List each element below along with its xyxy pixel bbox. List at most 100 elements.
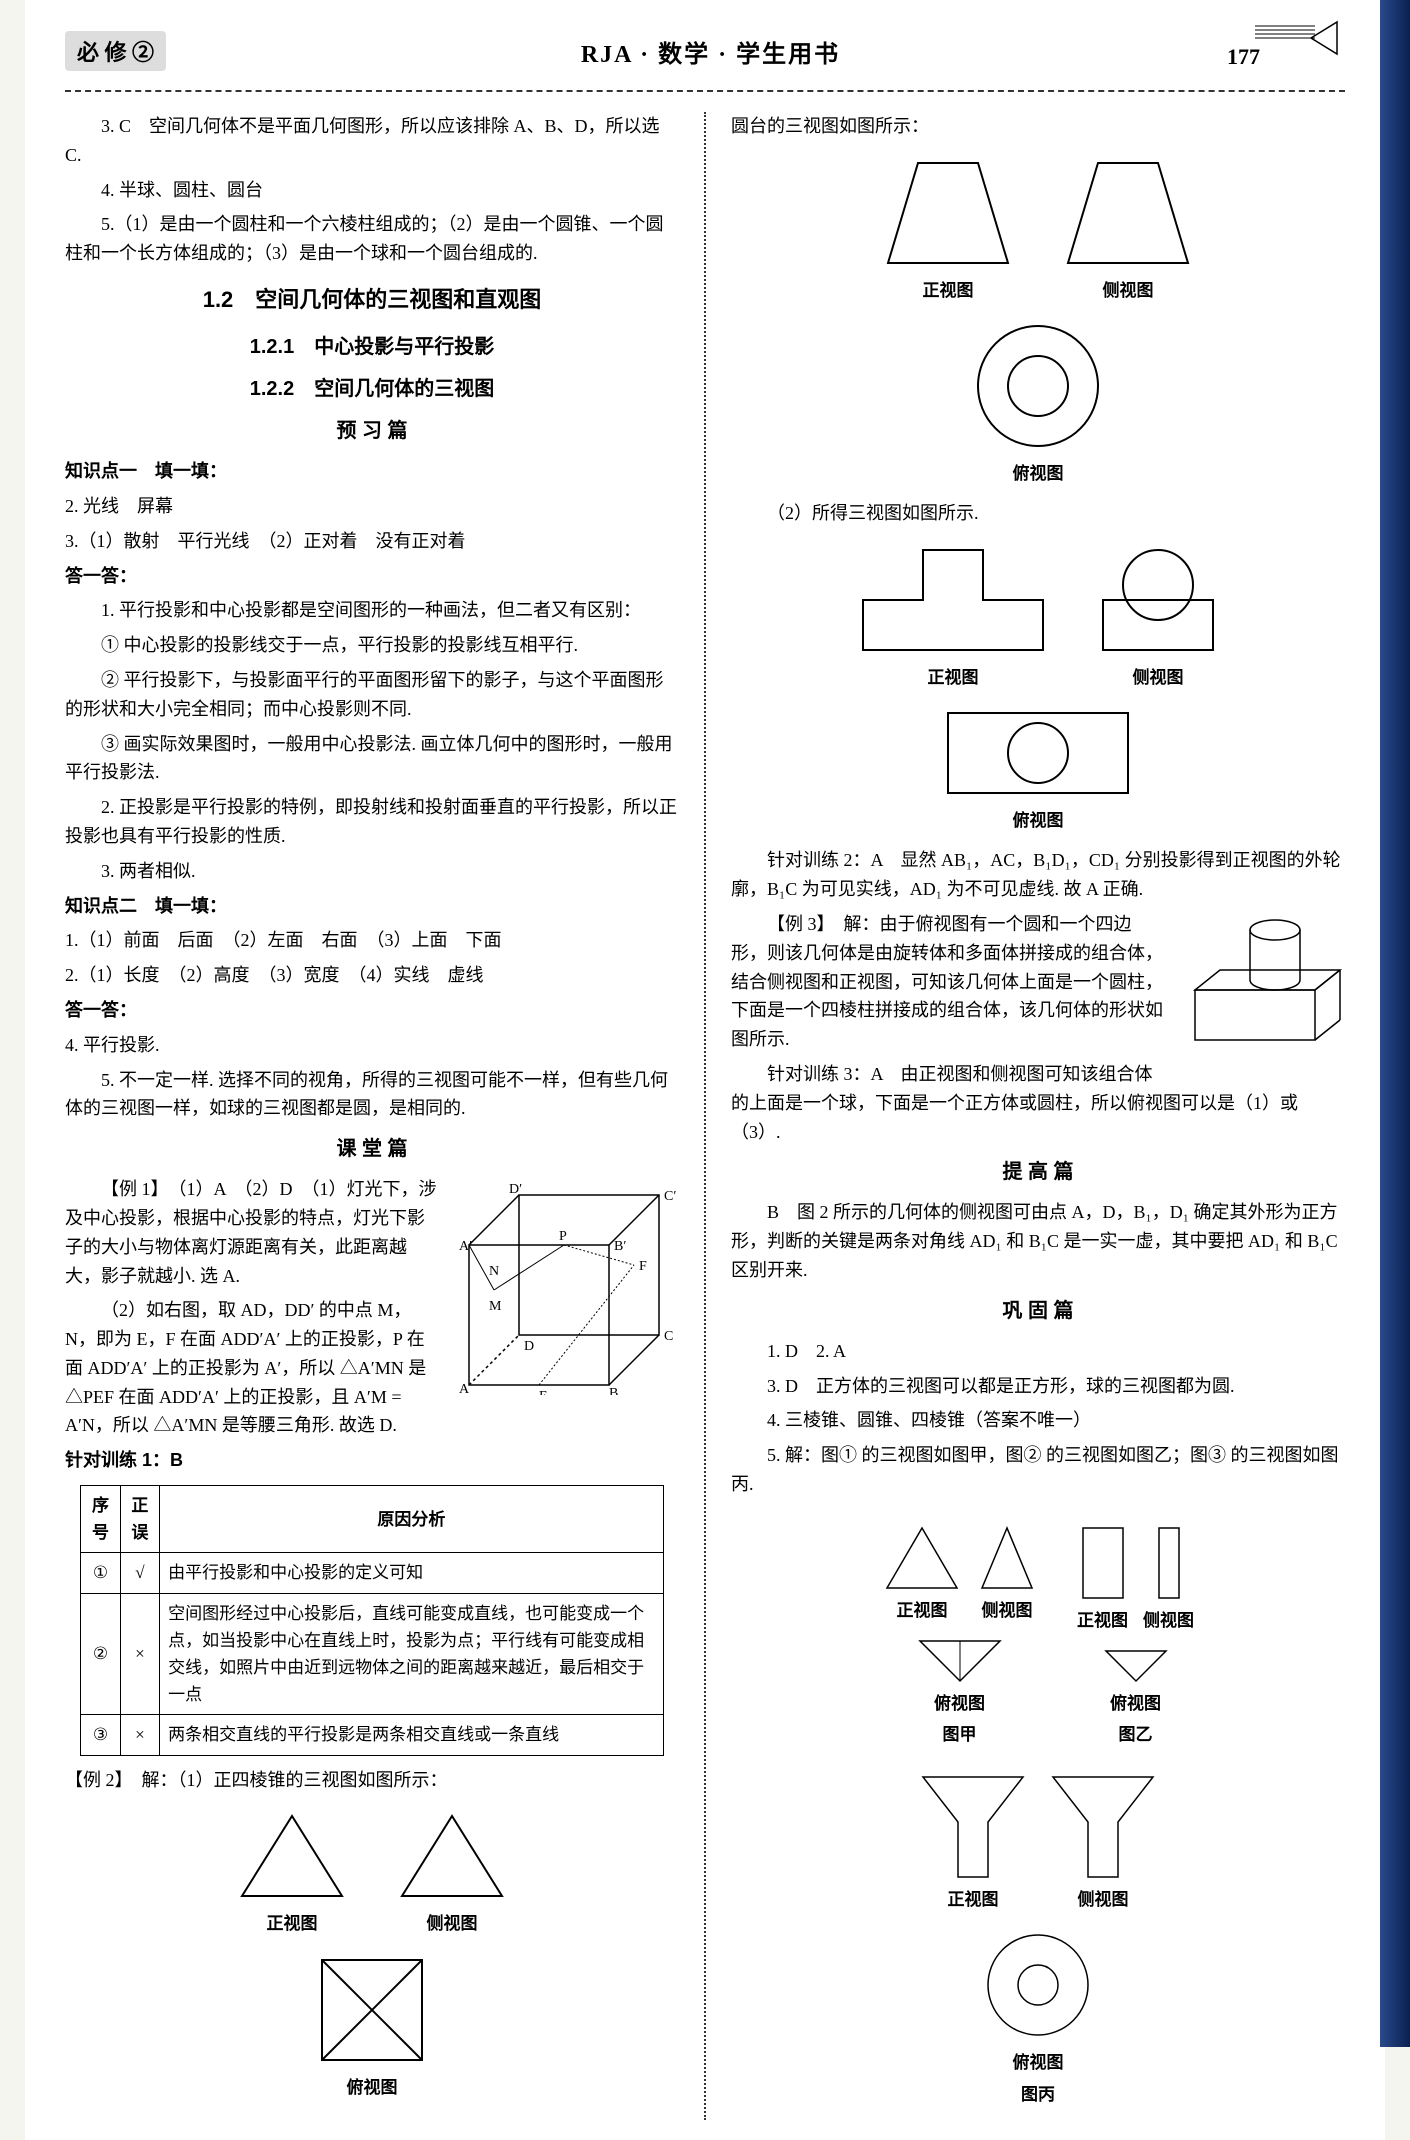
svg-text:P: P <box>559 1229 567 1244</box>
page-num-decoration-icon <box>1255 20 1345 56</box>
label-top-2: 俯视图 <box>968 460 1108 487</box>
fig-bing-row: 正视图 侧视图 俯视 <box>731 1760 1345 2108</box>
cube-diagram: A′ B′ C′ D′ A B C D P N M E F <box>449 1175 679 1395</box>
page-header: 必 修 ② RJA · 数学 · 学生用书 177 <box>65 20 1345 92</box>
preview-heading: 预 习 篇 <box>65 415 679 447</box>
triangle-front-icon <box>232 1806 352 1906</box>
combo-side: 侧视图 <box>1093 540 1223 691</box>
combo-top: 俯视图 <box>938 703 1138 834</box>
frustum-intro: 圆台的三视图如图所示： <box>731 112 1345 141</box>
tall-rect-icon <box>1078 1523 1128 1603</box>
kp1-line3: 3.（1）散射 平行光线 （2）正对着 没有正对着 <box>65 527 679 556</box>
answer-5: 5.（1）是由一个圆柱和一个六棱柱组成的；（2）是由一个圆锥、一个圆柱和一个长方… <box>65 210 679 268</box>
svg-text:D: D <box>524 1339 534 1354</box>
training-3: 针对训练 3：A 由正视图和侧视图可知该组合体的上面是一个球，下面是一个正方体或… <box>731 1060 1345 1146</box>
frustum-top: 俯视图 <box>968 316 1108 487</box>
yi-front-label: 正视图 <box>1077 1607 1128 1634</box>
ans2-4: 4. 平行投影. <box>65 1031 679 1060</box>
label-side: 侧视图 <box>392 1910 512 1937</box>
frustum-views-row2: 俯视图 <box>731 316 1345 487</box>
label-front: 正视图 <box>232 1910 352 1937</box>
cell-mark-3: × <box>120 1715 159 1755</box>
ans3: 3. 两者相似. <box>65 857 679 886</box>
section-1-2-2-title: 1.2.2 空间几何体的三视图 <box>65 373 679 405</box>
cube-projection-icon: A′ B′ C′ D′ A B C D P N M E F <box>449 1175 679 1395</box>
cell-num-2: ② <box>81 1593 120 1715</box>
label-side-2: 侧视图 <box>1058 277 1198 304</box>
analysis-table: 序号 正误 原因分析 ① √ 由平行投影和中心投影的定义可知 ② × 空间图形经… <box>80 1485 663 1756</box>
combo-views-row1: 正视图 侧视图 <box>731 540 1345 691</box>
fig-jia-label: 图甲 <box>882 1721 1037 1748</box>
training-2: 针对训练 2：A 显然 AB₁，AC，B₁D₁，CD₁ 分别投影得到正视图的外轮… <box>731 846 1345 904</box>
triangle-side-icon <box>392 1806 512 1906</box>
knowledge-point-2: 知识点二 填一填： <box>65 892 679 921</box>
svg-text:C′: C′ <box>664 1189 676 1204</box>
yi-side-label: 侧视图 <box>1143 1607 1194 1634</box>
ans1-item3: ③ 画实际效果图时，一般用中心投影法. 画立体几何中的图形时，一般用平行投影法. <box>65 730 679 788</box>
svg-text:F: F <box>639 1259 647 1274</box>
label-top: 俯视图 <box>312 2074 432 2101</box>
frustum-front: 正视图 <box>878 153 1018 304</box>
th-num: 序号 <box>81 1486 120 1553</box>
answer-4: 4. 半球、圆柱、圆台 <box>65 176 679 205</box>
kp2-line2: 2.（1）长度 （2）高度 （3）宽度 （4）实线 虚线 <box>65 961 679 990</box>
svg-text:N: N <box>489 1264 499 1279</box>
cell-reason-2: 空间图形经过中心投影后，直线可能变成直线，也可能变成一个点，如当投影中心在直线上… <box>160 1593 664 1715</box>
trapezoid-side-icon <box>1058 153 1198 273</box>
funnel-front-icon <box>918 1772 1028 1882</box>
page-number: 177 <box>1255 20 1345 82</box>
consolidate-heading: 巩 固 篇 <box>731 1295 1345 1327</box>
pyramid-top: 俯视图 <box>312 1950 432 2101</box>
table-row: ③ × 两条相交直线的平行投影是两条相交直线或一条直线 <box>81 1715 663 1755</box>
jia-front-label: 正视图 <box>882 1597 962 1624</box>
header-title: RJA · 数学 · 学生用书 <box>581 34 840 69</box>
combo-views-row2: 俯视图 <box>731 703 1345 834</box>
knowledge-point-1: 知识点一 填一填： <box>65 457 679 486</box>
page-container: 必 修 ② RJA · 数学 · 学生用书 177 3. C 空间几何体不是平面… <box>25 0 1385 2140</box>
svg-text:B: B <box>609 1386 618 1395</box>
trapezoid-front-icon <box>878 153 1018 273</box>
training-1: 针对训练 1：B <box>65 1446 679 1475</box>
cylinder-prism-3d <box>1175 910 1345 1060</box>
triangle-icon <box>882 1523 962 1593</box>
bing-side-label: 侧视图 <box>1048 1886 1158 1913</box>
cylinder-on-prism-icon <box>1175 910 1345 1060</box>
label-front-3: 正视图 <box>853 664 1053 691</box>
bing-front-label: 正视图 <box>918 1886 1028 1913</box>
rect-circle-side-icon <box>1093 540 1223 660</box>
part2-intro: （2）所得三视图如图所示. <box>731 499 1345 528</box>
label-top-3: 俯视图 <box>938 807 1138 834</box>
kp1-line2: 2. 光线 屏幕 <box>65 492 679 521</box>
bing-top-label: 俯视图 <box>918 2049 1158 2076</box>
right-column: 圆台的三视图如图所示： 正视图 侧视图 <box>731 112 1345 2120</box>
consol-1: 1. D 2. A <box>731 1337 1345 1366</box>
cell-mark-2: × <box>120 1593 159 1715</box>
svg-text:A′: A′ <box>459 1239 472 1254</box>
concentric-circles-bing-icon <box>978 1925 1098 2045</box>
frustum-views-row1: 正视图 侧视图 <box>731 153 1345 304</box>
enhance-b: B 图 2 所示的几何体的侧视图可由点 A，D，B₁，D₁ 确定其外形为正方形，… <box>731 1198 1345 1284</box>
cell-num-1: ① <box>81 1553 120 1593</box>
svg-text:A: A <box>459 1382 470 1395</box>
cell-reason-3: 两条相交直线的平行投影是两条相交直线或一条直线 <box>160 1715 664 1755</box>
content-columns: 3. C 空间几何体不是平面几何图形，所以应该排除 A、B、D，所以选 C. 4… <box>65 112 1345 2120</box>
ans2-5: 5. 不一定一样. 选择不同的视角，所得的三视图可能不一样，但有些几何体的三视图… <box>65 1066 679 1124</box>
page-number-text: 177 <box>1227 44 1260 69</box>
pyramid-side: 侧视图 <box>392 1806 512 1937</box>
pyramid-front: 正视图 <box>232 1806 352 1937</box>
fig-jia-yi-row: 正视图 侧视图 俯视图 图甲 <box>731 1511 1345 1749</box>
ans1-item2: ② 平行投影下，与投影面平行的平面图形留下的影子，与这个平面图形的形状和大小完全… <box>65 666 679 724</box>
consol-5: 5. 解：图① 的三视图如图甲，图② 的三视图如图乙；图③ 的三视图如图丙. <box>731 1441 1345 1499</box>
answer-label-2: 答一答： <box>65 996 679 1025</box>
svg-text:B′: B′ <box>614 1239 626 1254</box>
section-1-2-title: 1.2 空间几何体的三视图和直观图 <box>65 282 679 317</box>
cell-reason-1: 由平行投影和中心投影的定义可知 <box>160 1553 664 1593</box>
fig-bing-label: 图丙 <box>918 2081 1158 2108</box>
fig-yi-label: 图乙 <box>1077 1721 1194 1748</box>
svg-text:C: C <box>664 1329 673 1344</box>
label-side-3: 侧视图 <box>1093 664 1223 691</box>
svg-text:E: E <box>539 1389 548 1395</box>
pyramid-views-row2: 俯视图 <box>65 1950 679 2101</box>
pyramid-views-row1: 正视图 侧视图 <box>65 1806 679 1937</box>
enhance-heading: 提 高 篇 <box>731 1156 1345 1188</box>
